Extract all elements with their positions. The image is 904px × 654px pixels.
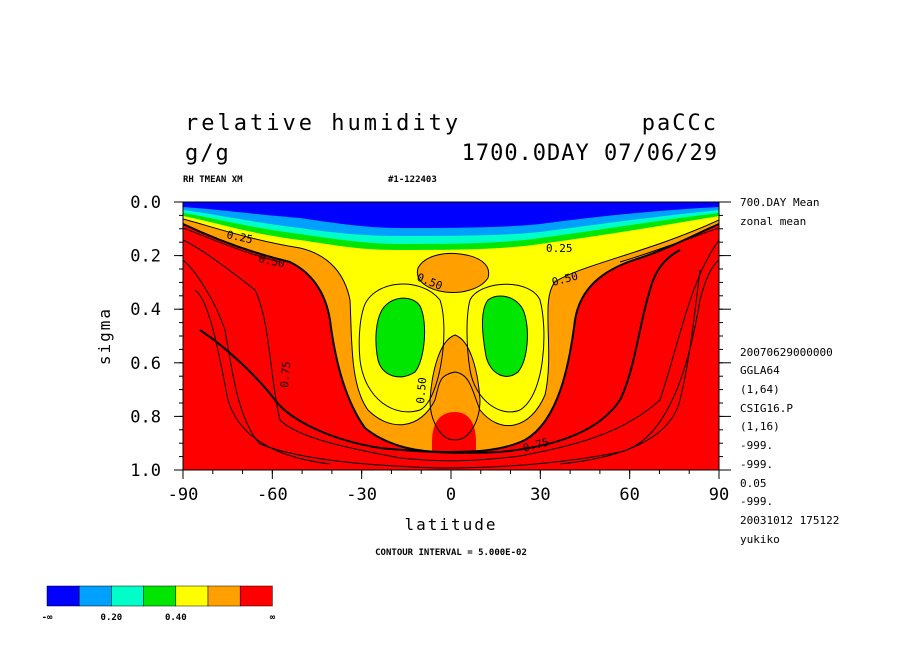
x-tick-label: 60 bbox=[619, 485, 639, 505]
contour-label-7: 0.50 bbox=[414, 377, 429, 405]
side-info-top: 700.DAY Mean zonal mean bbox=[740, 196, 819, 228]
colorbar-label: 0.20 bbox=[101, 613, 123, 623]
colorbar-cell bbox=[78, 585, 112, 607]
colorbar-cell bbox=[143, 585, 177, 607]
contour-interval-label: CONTOUR INTERVAL = 5.000E-02 bbox=[375, 548, 527, 558]
y-tick-label: 0.4 bbox=[130, 300, 161, 320]
contour-label-1: 0.25 bbox=[225, 228, 254, 246]
side-info-6: -999. bbox=[740, 439, 773, 452]
side-info-1: 20070629000000 bbox=[740, 346, 833, 359]
region-blue-band bbox=[183, 202, 719, 228]
side-info-4: CSIG16.P bbox=[740, 402, 793, 415]
y-tick-label: 0.6 bbox=[130, 354, 161, 374]
y-tick-label: 1.0 bbox=[130, 461, 161, 481]
colorbar-cell bbox=[207, 585, 241, 607]
right-axis-ticks bbox=[719, 201, 731, 471]
contour-lines bbox=[183, 218, 719, 469]
region-yellow bbox=[183, 202, 719, 426]
y-axis: 0.0 0.2 0.4 0.6 0.8 1.0 bbox=[130, 193, 183, 481]
colorbar-cell bbox=[175, 585, 209, 607]
side-info-top-1: 700.DAY Mean bbox=[740, 196, 819, 209]
contour-label-6: 0.75 bbox=[278, 361, 293, 389]
side-info-5: (1,16) bbox=[740, 420, 780, 433]
side-info-bottom: 20070629000000 GGLA64 (1,64) CSIG16.P (1… bbox=[740, 346, 839, 546]
x-tick-label: -90 bbox=[168, 485, 199, 505]
region-green-north bbox=[482, 296, 528, 377]
region-red-equator bbox=[432, 412, 476, 470]
chart-title: relative humidity bbox=[185, 111, 461, 136]
y-tick-label: 0.0 bbox=[130, 193, 161, 213]
colorbar: -∞ 0.20 0.40 ∞ bbox=[42, 585, 276, 623]
contour-label-4: 0.25 bbox=[546, 242, 573, 255]
side-info-8: 0.05 bbox=[740, 477, 767, 490]
region-green-south bbox=[375, 298, 425, 377]
y-tick-label: 0.8 bbox=[130, 407, 161, 427]
contour-plot: 0.25 0.50 0.50 0.25 0.50 0.75 0.50 0.75 bbox=[182, 201, 720, 471]
run-id: paCCc bbox=[642, 111, 718, 136]
subtitle-right: #1-122403 bbox=[388, 175, 437, 185]
x-axis: -90 -60 -30 0 30 60 90 bbox=[168, 470, 729, 505]
colorbar-label: 0.40 bbox=[165, 613, 187, 623]
side-info-9: -999. bbox=[740, 495, 773, 508]
colorbar-cell bbox=[239, 585, 273, 607]
side-info-top-2: zonal mean bbox=[740, 215, 806, 228]
colorbar-label: -∞ bbox=[42, 613, 53, 623]
side-info-3: (1,64) bbox=[740, 383, 780, 396]
side-info-10: 20031012 175122 bbox=[740, 514, 839, 527]
x-tick-label: 0 bbox=[446, 485, 456, 505]
x-tick-label: -30 bbox=[346, 485, 377, 505]
side-info-11: yukiko bbox=[740, 533, 780, 546]
y-tick-label: 0.2 bbox=[130, 247, 161, 267]
time-label: 1700.0DAY 07/06/29 bbox=[462, 141, 718, 166]
x-axis-label: latitude bbox=[404, 515, 497, 534]
region-orange-equator bbox=[430, 335, 480, 440]
x-tick-label: 90 bbox=[709, 485, 729, 505]
subtitle-left: RH TMEAN XM bbox=[183, 175, 243, 185]
x-tick-label: 30 bbox=[530, 485, 550, 505]
y-axis-label: sigma bbox=[95, 307, 114, 365]
colorbar-cell bbox=[46, 585, 80, 607]
colorbar-cell bbox=[111, 585, 144, 607]
region-orange-upper bbox=[417, 253, 489, 293]
colorbar-label: ∞ bbox=[270, 613, 276, 623]
side-info-7: -999. bbox=[740, 458, 773, 471]
contour-label-2: 0.50 bbox=[257, 252, 286, 270]
units-label: g/g bbox=[185, 141, 231, 166]
x-tick-label: -60 bbox=[257, 485, 288, 505]
side-info-2: GGLA64 bbox=[740, 364, 780, 377]
